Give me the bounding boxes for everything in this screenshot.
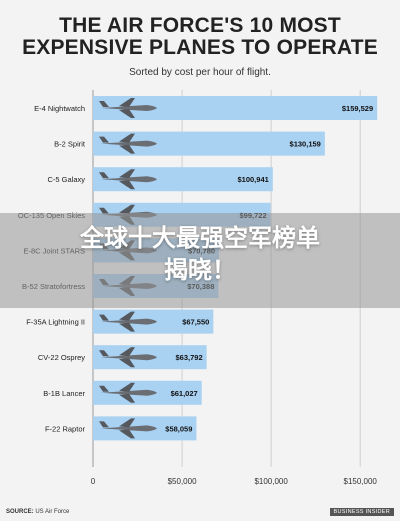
x-tick-label: $50,000 <box>168 477 197 486</box>
chart-title-line2: EXPENSIVE PLANES TO OPERATE <box>22 36 378 59</box>
aircraft-icon <box>99 98 157 118</box>
source-note: SOURCE: US Air Force <box>6 509 69 515</box>
value-label: $63,792 <box>176 353 203 362</box>
overlay-banner <box>0 213 400 308</box>
category-label: F-35A Lightning II <box>26 318 85 327</box>
value-label: $100,941 <box>238 175 269 184</box>
value-label: $159,529 <box>342 104 373 113</box>
aircraft-icon <box>99 418 157 439</box>
category-label: C-5 Galaxy <box>47 175 85 184</box>
value-label: $61,027 <box>171 389 198 398</box>
source-text: US Air Force <box>35 509 70 515</box>
chart-title-line1: THE AIR FORCE'S 10 MOST <box>59 14 341 37</box>
category-label: F-22 Raptor <box>45 424 86 433</box>
aircraft-icon <box>99 133 157 154</box>
category-label: B-2 Spirit <box>54 140 86 149</box>
value-label: $67,550 <box>182 318 209 327</box>
aircraft-icon <box>99 169 157 190</box>
x-tick-label: $150,000 <box>344 477 378 486</box>
footer: SOURCE: US Air Force BUSINESS INSIDER <box>0 507 400 521</box>
source-label: SOURCE: <box>6 509 34 515</box>
aircraft-icon <box>99 382 157 403</box>
category-label: B-1B Lancer <box>43 389 85 398</box>
overlay-banner-text: 全球十大最强空军榜单 揭晓！ <box>0 222 400 286</box>
value-label: $58,059 <box>165 424 192 433</box>
publisher-logo: BUSINESS INSIDER <box>329 508 394 516</box>
x-tick-label: 0 <box>91 477 96 486</box>
overlay-line-1: 全球十大最强空军榜单 <box>80 224 320 252</box>
overlay-line-2: 揭晓！ <box>164 256 236 284</box>
value-label: $130,159 <box>290 140 321 149</box>
chart-subtitle: Sorted by cost per hour of flight. <box>129 67 271 78</box>
aircraft-icon <box>99 347 157 368</box>
x-tick-label: $100,000 <box>254 477 288 486</box>
category-label: E-4 Nightwatch <box>34 104 85 113</box>
aircraft-icon <box>99 311 157 332</box>
category-label: CV-22 Osprey <box>38 353 85 362</box>
